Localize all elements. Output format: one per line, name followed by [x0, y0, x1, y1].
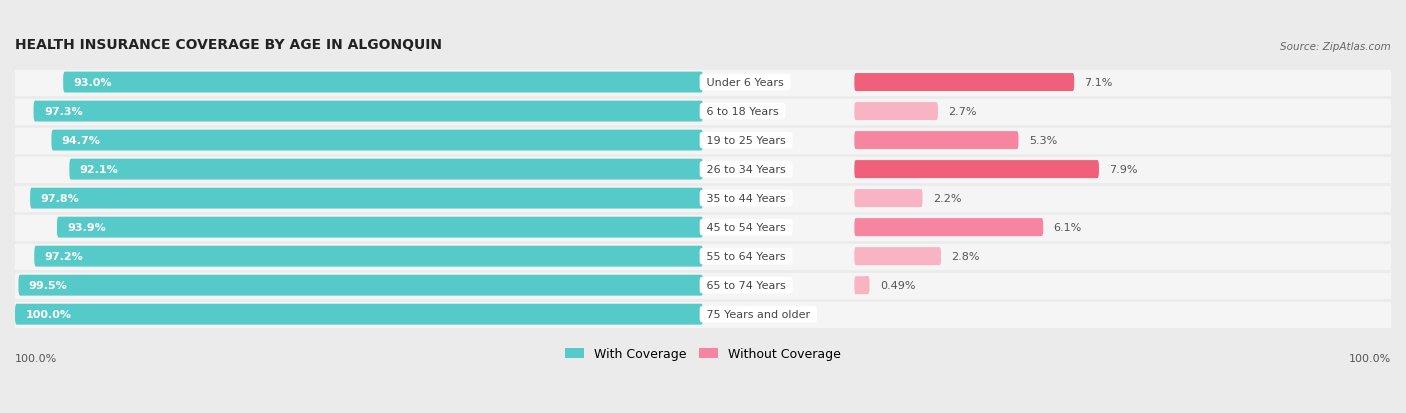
- Text: Source: ZipAtlas.com: Source: ZipAtlas.com: [1281, 42, 1391, 52]
- FancyBboxPatch shape: [855, 74, 1074, 92]
- Text: 2.7%: 2.7%: [948, 107, 977, 117]
- Text: 75 Years and older: 75 Years and older: [703, 309, 814, 319]
- Text: 65 to 74 Years: 65 to 74 Years: [703, 280, 789, 290]
- Text: 92.1%: 92.1%: [80, 165, 118, 175]
- FancyBboxPatch shape: [855, 218, 1043, 237]
- FancyBboxPatch shape: [34, 246, 703, 267]
- Text: 26 to 34 Years: 26 to 34 Years: [703, 165, 789, 175]
- FancyBboxPatch shape: [52, 131, 703, 151]
- FancyBboxPatch shape: [18, 275, 703, 296]
- Text: 97.3%: 97.3%: [44, 107, 83, 117]
- Text: 6.1%: 6.1%: [1053, 223, 1081, 233]
- Text: Under 6 Years: Under 6 Years: [703, 78, 787, 88]
- FancyBboxPatch shape: [58, 217, 703, 238]
- Text: 100.0%: 100.0%: [15, 353, 58, 363]
- Text: 7.1%: 7.1%: [1084, 78, 1114, 88]
- Text: 99.5%: 99.5%: [28, 280, 67, 290]
- FancyBboxPatch shape: [855, 247, 941, 266]
- Text: 7.9%: 7.9%: [1109, 165, 1137, 175]
- FancyBboxPatch shape: [34, 101, 703, 122]
- Text: 94.7%: 94.7%: [62, 136, 101, 146]
- Text: 97.8%: 97.8%: [41, 194, 79, 204]
- Text: 100.0%: 100.0%: [25, 309, 72, 319]
- FancyBboxPatch shape: [15, 126, 1391, 155]
- FancyBboxPatch shape: [15, 271, 1391, 300]
- FancyBboxPatch shape: [15, 213, 1391, 242]
- Text: 100.0%: 100.0%: [1348, 353, 1391, 363]
- FancyBboxPatch shape: [15, 242, 1391, 271]
- FancyBboxPatch shape: [855, 132, 1018, 150]
- Legend: With Coverage, Without Coverage: With Coverage, Without Coverage: [561, 342, 845, 366]
- Text: 0.49%: 0.49%: [880, 280, 915, 290]
- Text: 19 to 25 Years: 19 to 25 Years: [703, 136, 789, 146]
- FancyBboxPatch shape: [855, 190, 922, 208]
- FancyBboxPatch shape: [855, 103, 938, 121]
- Text: 6 to 18 Years: 6 to 18 Years: [703, 107, 782, 117]
- Text: 55 to 64 Years: 55 to 64 Years: [703, 252, 789, 261]
- FancyBboxPatch shape: [15, 69, 1391, 97]
- Text: 2.2%: 2.2%: [932, 194, 962, 204]
- Text: 35 to 44 Years: 35 to 44 Years: [703, 194, 789, 204]
- Text: 93.0%: 93.0%: [73, 78, 112, 88]
- FancyBboxPatch shape: [15, 184, 1391, 213]
- FancyBboxPatch shape: [63, 72, 703, 93]
- Text: 93.9%: 93.9%: [67, 223, 105, 233]
- FancyBboxPatch shape: [15, 304, 703, 325]
- FancyBboxPatch shape: [15, 300, 1391, 329]
- FancyBboxPatch shape: [15, 97, 1391, 126]
- FancyBboxPatch shape: [855, 161, 1099, 179]
- FancyBboxPatch shape: [855, 276, 869, 294]
- FancyBboxPatch shape: [30, 188, 703, 209]
- Text: 5.3%: 5.3%: [1029, 136, 1057, 146]
- FancyBboxPatch shape: [69, 159, 703, 180]
- Text: 45 to 54 Years: 45 to 54 Years: [703, 223, 789, 233]
- Text: HEALTH INSURANCE COVERAGE BY AGE IN ALGONQUIN: HEALTH INSURANCE COVERAGE BY AGE IN ALGO…: [15, 38, 441, 52]
- Text: 97.2%: 97.2%: [45, 252, 83, 261]
- FancyBboxPatch shape: [15, 155, 1391, 184]
- Text: 2.8%: 2.8%: [952, 252, 980, 261]
